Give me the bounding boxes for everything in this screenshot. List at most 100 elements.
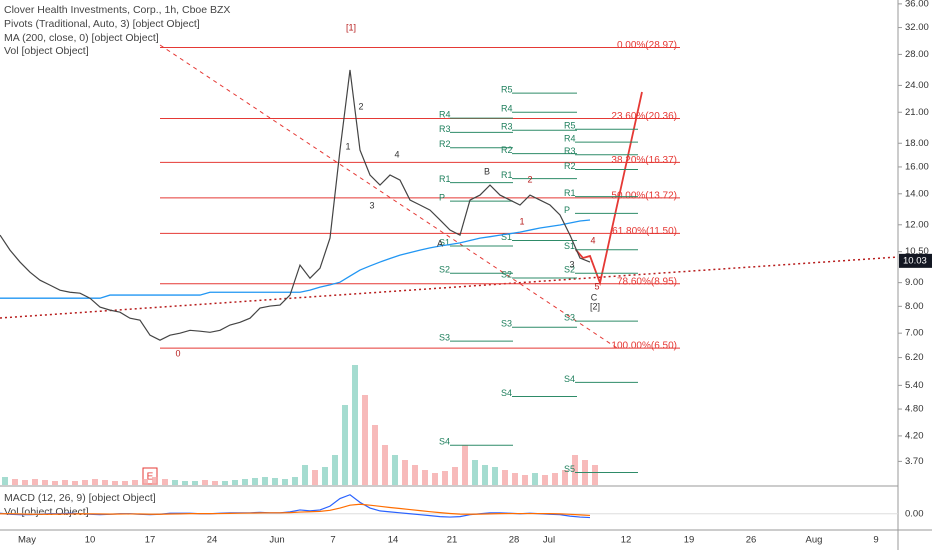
volume-bar: [592, 465, 598, 485]
volume-bar: [512, 473, 518, 485]
fib-label: 100.00%(6.50): [611, 341, 677, 352]
volume-bar: [72, 481, 78, 485]
y-tick-label: 8.00: [905, 301, 924, 312]
y-tick-label: 12.00: [905, 219, 929, 230]
volume-bar: [82, 480, 88, 485]
volume-bar: [462, 445, 468, 485]
volume-bar: [272, 478, 278, 485]
volume-bar: [532, 473, 538, 485]
pivot-label: S3: [501, 319, 512, 329]
x-tick-label: 17: [145, 535, 156, 546]
y-tick-label: 36.00: [905, 0, 929, 9]
volume-bar: [162, 479, 168, 485]
wave-label: [2]: [590, 301, 600, 311]
x-tick-label: 19: [684, 535, 695, 546]
volume-bar: [542, 475, 548, 485]
volume-bar: [92, 479, 98, 485]
wave-label: 5: [594, 281, 599, 291]
y-tick-label: 4.20: [905, 430, 924, 441]
volume-bar: [262, 477, 268, 485]
volume-bar: [432, 473, 438, 485]
y-tick-label: 32.00: [905, 22, 929, 33]
price-line: [0, 69, 591, 341]
y-tick-label: 16.00: [905, 161, 929, 172]
volume-bar: [142, 479, 148, 485]
wave-label: C: [591, 292, 598, 302]
fib-label: 23.60%(20.36): [611, 111, 677, 122]
volume-bar: [352, 365, 358, 485]
volume-bar: [502, 470, 508, 485]
wave-label: 1: [519, 216, 524, 226]
last-price-label: 10.03: [903, 255, 927, 266]
x-tick-label: May: [18, 535, 36, 546]
pivot-label: R5: [564, 121, 576, 131]
wave-label: B: [484, 166, 490, 176]
wave-label: 4: [394, 149, 399, 159]
volume-bar: [412, 465, 418, 485]
x-tick-label: Jun: [269, 535, 284, 546]
volume-bar: [492, 467, 498, 485]
volume-bar: [392, 455, 398, 485]
pivot-label: R2: [564, 161, 576, 171]
volume-bar: [282, 479, 288, 485]
pivot-label: R3: [501, 122, 513, 132]
volume-bar: [232, 480, 238, 485]
x-tick-label: Jul: [543, 535, 555, 546]
x-tick-label: 14: [388, 535, 399, 546]
wave-label: 0: [175, 348, 180, 358]
legend-item: Pivots (Traditional, Auto, 3) [object Ob…: [4, 18, 200, 30]
volume-bar: [362, 395, 368, 485]
fib-label: 0.00%(28.97): [617, 40, 677, 51]
volume-bar: [332, 455, 338, 485]
volume-bar: [252, 478, 258, 485]
y-tick-label: 21.00: [905, 107, 929, 118]
legend-item: MA (200, close, 0) [object Object]: [4, 32, 159, 44]
volume-bar: [122, 481, 128, 485]
wave-label: A: [437, 238, 443, 248]
earnings-label: E: [147, 472, 154, 483]
pivot-label: R2: [501, 145, 513, 155]
volume-bar: [212, 481, 218, 485]
pivot-label: R4: [501, 104, 513, 114]
pivot-label: R1: [439, 174, 451, 184]
volume-bar: [482, 465, 488, 485]
ma-line: [0, 219, 591, 299]
volume-bar: [372, 425, 378, 485]
volume-bar: [382, 445, 388, 485]
fib-label: 61.80%(11.50): [612, 226, 677, 237]
volume-bar: [52, 481, 58, 485]
volume-bar: [312, 470, 318, 485]
pivot-label: S3: [439, 332, 450, 342]
fib-label: 50.00%(13.72): [611, 190, 677, 201]
wave-label: 3: [369, 200, 374, 210]
x-tick-label: 10: [85, 535, 96, 546]
volume-bar: [242, 479, 248, 485]
fib-label: 38.20%(16.37): [611, 155, 677, 166]
trend-line: [0, 256, 899, 319]
projection-path: [575, 91, 643, 287]
volume-bar: [442, 471, 448, 485]
pivot-label: S2: [564, 265, 575, 275]
volume-bar: [62, 480, 68, 485]
pivot-label: R1: [501, 170, 513, 180]
macd-tick-label: 0.00: [905, 508, 924, 519]
pivot-label: R1: [564, 188, 576, 198]
last-price-tag: [899, 253, 932, 268]
volume-bar: [192, 481, 198, 485]
volume-bar: [22, 480, 28, 485]
fib-label: 78.60%(8.95): [617, 276, 677, 287]
y-tick-label: 9.00: [905, 277, 924, 288]
wave-label: 4: [590, 235, 595, 245]
volume-bar: [2, 477, 8, 485]
pivot-label: S2: [439, 265, 450, 275]
wave-label: [1]: [346, 22, 356, 32]
pivot-label: R5: [501, 84, 513, 94]
y-tick-label: 3.70: [905, 456, 924, 467]
x-tick-label: 21: [447, 535, 458, 546]
volume-bar: [402, 460, 408, 485]
volume-bar: [522, 475, 528, 485]
macd-vol-title: Vol [object Object]: [4, 506, 89, 518]
volume-bar: [172, 480, 178, 485]
volume-bar: [422, 470, 428, 485]
